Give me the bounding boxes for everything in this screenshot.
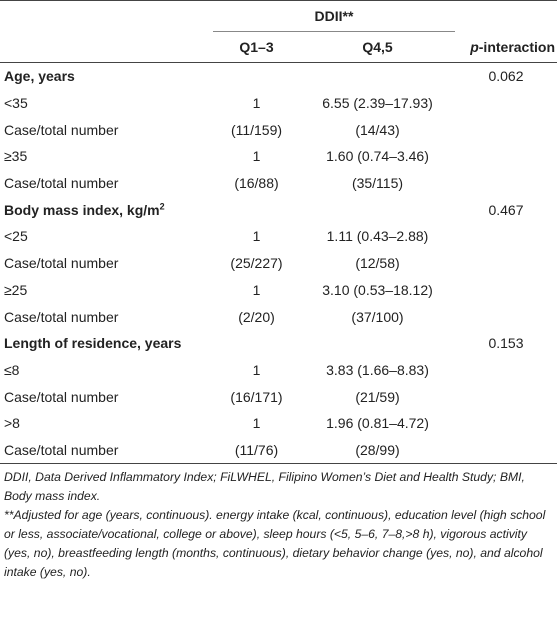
p-interaction-value: 0.467 [488, 201, 524, 218]
row-label: Case/total number [4, 388, 119, 405]
table-footnotes: DDII, Data Derived Inflammatory Index; F… [4, 468, 553, 582]
p-interaction-value: 0.153 [488, 335, 524, 352]
cell-q1-3: (16/88) [234, 175, 279, 192]
cell-q4-5: (14/43) [355, 121, 400, 138]
table-row: >8 1 1.96 (0.81–4.72) [0, 410, 557, 437]
cell-q1-3: (16/171) [230, 388, 283, 405]
cell-q4-5: 6.55 (2.39–17.93) [322, 95, 433, 112]
column-header-q1-3: Q1–3 [213, 31, 300, 63]
p-italic: p [470, 38, 479, 55]
ddii-group-header: DDII** [213, 0, 455, 32]
results-table-container: DDII** Q1–3 Q4,5 p-interaction Age, year… [0, 0, 557, 465]
table-row: <25 1 1.11 (0.43–2.88) [0, 223, 557, 250]
cell-q4-5: (12/58) [355, 255, 400, 272]
footnote-adjustment: **Adjusted for age (years, continuous). … [4, 508, 546, 579]
row-label: >8 [4, 415, 20, 432]
row-label: Case/total number [4, 255, 119, 272]
table-row: ≥25 1 3.10 (0.53–18.12) [0, 277, 557, 304]
cell-q4-5: (28/99) [300, 436, 455, 465]
cell-q1-3: 1 [252, 228, 261, 245]
header-row-columns: Q1–3 Q4,5 p-interaction [0, 31, 557, 63]
footnote-abbreviations: DDII, Data Derived Inflammatory Index; F… [4, 470, 525, 503]
group-label: Length of residence, years [4, 335, 182, 352]
row-label: Case/total number [4, 175, 119, 192]
table-row: Case/total number (11/159) (14/43) [0, 116, 557, 143]
cell-q1-3: 1 [252, 95, 261, 112]
header-spacer [455, 0, 557, 32]
table-row: <35 1 6.55 (2.39–17.93) [0, 90, 557, 117]
cell-q4-5: 1.96 (0.81–4.72) [326, 415, 429, 432]
p-interaction-suffix: -interaction [478, 38, 555, 55]
row-label: <25 [4, 228, 28, 245]
stratified-results-table: DDII** Q1–3 Q4,5 p-interaction Age, year… [0, 0, 557, 465]
group-row-age: Age, years 0.062 [0, 63, 557, 90]
row-label: ≥25 [4, 281, 28, 298]
p-interaction-value: 0.062 [488, 68, 524, 85]
cell-q4-5: (35/115) [351, 175, 404, 192]
cell-q1-3: (2/20) [238, 308, 275, 325]
group-label-superscript: 2 [159, 201, 165, 212]
cell-q4-5: (21/59) [355, 388, 400, 405]
cell-q1-3: (11/159) [230, 121, 283, 138]
table-row: ≥35 1 1.60 (0.74–3.46) [0, 143, 557, 170]
cell-q4-5: 1.60 (0.74–3.46) [326, 148, 429, 165]
cell-q1-3: 1 [252, 281, 261, 298]
cell-q1-3: 1 [252, 415, 261, 432]
cell-q1-3: (11/76) [213, 436, 300, 465]
header-spacer [0, 0, 213, 32]
group-label: Body mass index, kg/m2 [0, 196, 213, 223]
row-label: ≤8 [4, 361, 20, 378]
table-row: Case/total number (16/171) (21/59) [0, 383, 557, 410]
header-spacer [0, 31, 213, 63]
cell-q1-3: 1 [252, 148, 261, 165]
cell-q1-3: (25/227) [230, 255, 283, 272]
row-label: Case/total number [4, 121, 119, 138]
table-row: ≤8 1 3.83 (1.66–8.83) [0, 357, 557, 384]
table-row: Case/total number (2/20) (37/100) [0, 303, 557, 330]
table-row: Case/total number (11/76) (28/99) [0, 436, 557, 465]
cell-q1-3: 1 [252, 361, 261, 378]
table-row: Case/total number (16/88) (35/115) [0, 170, 557, 197]
group-label: Age, years [4, 68, 75, 85]
row-label: Case/total number [0, 436, 213, 465]
cell-q4-5: 1.11 (0.43–2.88) [326, 228, 429, 245]
header-row-group: DDII** [0, 0, 557, 32]
group-row-bmi: Body mass index, kg/m2 0.467 [0, 196, 557, 223]
column-header-q4-5: Q4,5 [300, 31, 455, 63]
row-label: Case/total number [4, 308, 119, 325]
group-label-text: Body mass index, kg/m [4, 201, 160, 218]
table-row: Case/total number (25/227) (12/58) [0, 250, 557, 277]
group-row-residence: Length of residence, years 0.153 [0, 330, 557, 357]
row-label: <35 [4, 95, 28, 112]
cell-q4-5: (37/100) [351, 308, 404, 325]
column-header-p-interaction: p-interaction [455, 31, 557, 63]
row-label: ≥35 [4, 148, 28, 165]
cell-q4-5: 3.83 (1.66–8.83) [326, 361, 429, 378]
cell-q4-5: 3.10 (0.53–18.12) [322, 281, 433, 298]
